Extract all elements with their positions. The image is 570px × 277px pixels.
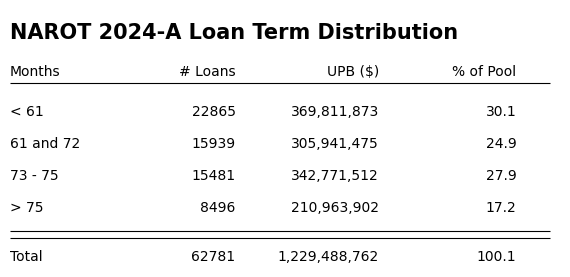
Text: < 61: < 61	[10, 105, 43, 119]
Text: Total: Total	[10, 250, 42, 264]
Text: 369,811,873: 369,811,873	[291, 105, 378, 119]
Text: NAROT 2024-A Loan Term Distribution: NAROT 2024-A Loan Term Distribution	[10, 23, 458, 43]
Text: 73 - 75: 73 - 75	[10, 169, 58, 183]
Text: UPB ($): UPB ($)	[327, 65, 378, 79]
Text: 1,229,488,762: 1,229,488,762	[278, 250, 378, 264]
Text: % of Pool: % of Pool	[453, 65, 516, 79]
Text: 15939: 15939	[192, 137, 235, 151]
Text: 24.9: 24.9	[486, 137, 516, 151]
Text: 8496: 8496	[200, 201, 235, 215]
Text: 100.1: 100.1	[477, 250, 516, 264]
Text: 22865: 22865	[192, 105, 235, 119]
Text: 15481: 15481	[192, 169, 235, 183]
Text: # Loans: # Loans	[179, 65, 235, 79]
Text: 210,963,902: 210,963,902	[291, 201, 378, 215]
Text: > 75: > 75	[10, 201, 43, 215]
Text: 342,771,512: 342,771,512	[291, 169, 378, 183]
Text: 62781: 62781	[192, 250, 235, 264]
Text: 17.2: 17.2	[486, 201, 516, 215]
Text: 61 and 72: 61 and 72	[10, 137, 80, 151]
Text: 305,941,475: 305,941,475	[291, 137, 378, 151]
Text: 30.1: 30.1	[486, 105, 516, 119]
Text: 27.9: 27.9	[486, 169, 516, 183]
Text: Months: Months	[10, 65, 60, 79]
